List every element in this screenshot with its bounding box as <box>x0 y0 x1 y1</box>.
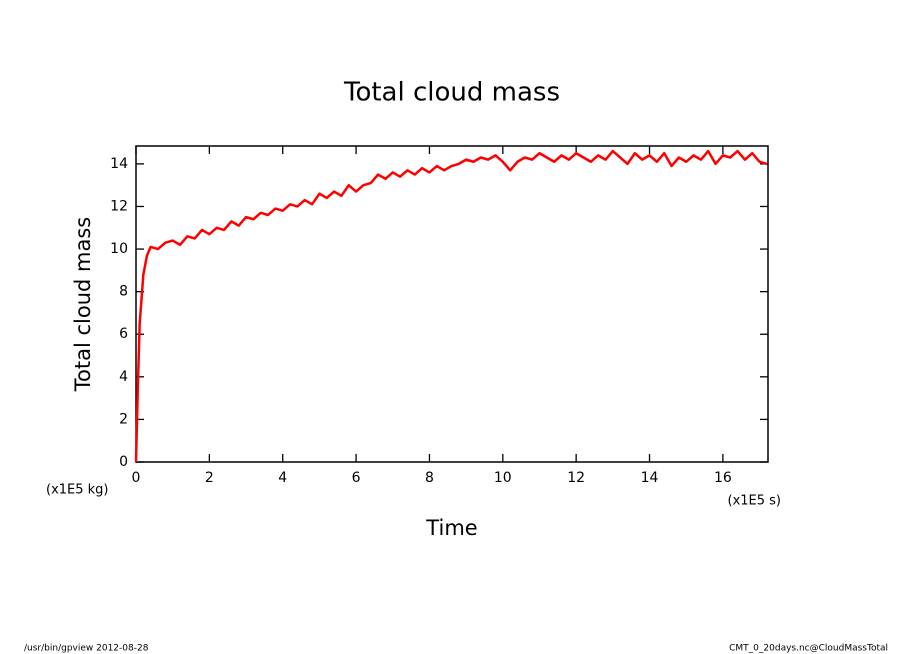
footer-right: CMT_0_20days.nc@CloudMassTotal <box>729 644 888 654</box>
x-tick-label: 14 <box>641 470 659 486</box>
y-tick-label: 2 <box>119 411 128 427</box>
x-axis-label: Time <box>425 516 477 540</box>
y-tick-label: 8 <box>119 284 128 300</box>
x-tick-label: 2 <box>205 470 214 486</box>
data-line <box>134 149 768 463</box>
y-axis-label: Total cloud mass <box>71 217 95 392</box>
y-tick-label: 4 <box>119 369 128 385</box>
y-tick-label: 12 <box>110 198 128 214</box>
y-tick-label: 6 <box>119 326 128 342</box>
x-tick-label: 0 <box>132 470 141 486</box>
x-unit: (x1E5 s) <box>728 494 782 509</box>
y-tick-label: 0 <box>119 454 128 470</box>
x-tick-label: 8 <box>425 470 434 486</box>
chart-title: Total cloud mass <box>343 78 560 108</box>
footer-left: /usr/bin/gpview 2012-08-28 <box>24 644 149 654</box>
x-tick-label: 12 <box>567 470 585 486</box>
x-tick-label: 6 <box>352 470 361 486</box>
y-tick-label: 14 <box>110 156 128 172</box>
y-unit: (x1E5 kg) <box>46 483 109 498</box>
y-tick-label: 10 <box>110 241 128 257</box>
plot-frame <box>135 145 769 463</box>
x-tick-label: 16 <box>714 470 732 486</box>
x-tick-label: 10 <box>494 470 512 486</box>
x-tick-label: 4 <box>278 470 287 486</box>
